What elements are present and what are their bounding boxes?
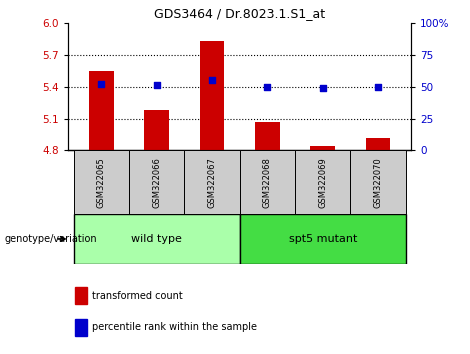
FancyBboxPatch shape	[350, 150, 406, 214]
Point	[98, 81, 105, 86]
FancyBboxPatch shape	[240, 150, 295, 214]
Text: spt5 mutant: spt5 mutant	[289, 234, 357, 244]
Point	[208, 78, 216, 83]
Bar	[75, 287, 87, 304]
Text: genotype/variation: genotype/variation	[5, 234, 97, 244]
Text: GSM322068: GSM322068	[263, 157, 272, 208]
Text: transformed count: transformed count	[92, 291, 183, 301]
FancyBboxPatch shape	[184, 150, 240, 214]
Point	[153, 82, 160, 87]
Bar	[200, 41, 225, 150]
Point	[374, 84, 382, 90]
Bar	[89, 71, 114, 150]
FancyBboxPatch shape	[74, 150, 129, 214]
Bar	[144, 110, 169, 150]
FancyBboxPatch shape	[240, 214, 406, 264]
Text: GSM322066: GSM322066	[152, 157, 161, 208]
FancyBboxPatch shape	[74, 214, 240, 264]
Text: GSM322070: GSM322070	[374, 157, 383, 208]
FancyBboxPatch shape	[129, 150, 184, 214]
Bar	[310, 146, 335, 150]
Text: wild type: wild type	[131, 234, 182, 244]
Bar	[255, 122, 280, 150]
Text: percentile rank within the sample: percentile rank within the sample	[92, 322, 257, 332]
Bar	[75, 319, 87, 336]
Text: GSM322065: GSM322065	[97, 157, 106, 208]
Text: GSM322069: GSM322069	[318, 157, 327, 208]
Point	[319, 85, 327, 91]
Bar	[366, 138, 391, 150]
FancyBboxPatch shape	[295, 150, 350, 214]
Text: GSM322067: GSM322067	[208, 157, 217, 208]
Title: GDS3464 / Dr.8023.1.S1_at: GDS3464 / Dr.8023.1.S1_at	[154, 7, 325, 21]
Point	[264, 84, 271, 90]
